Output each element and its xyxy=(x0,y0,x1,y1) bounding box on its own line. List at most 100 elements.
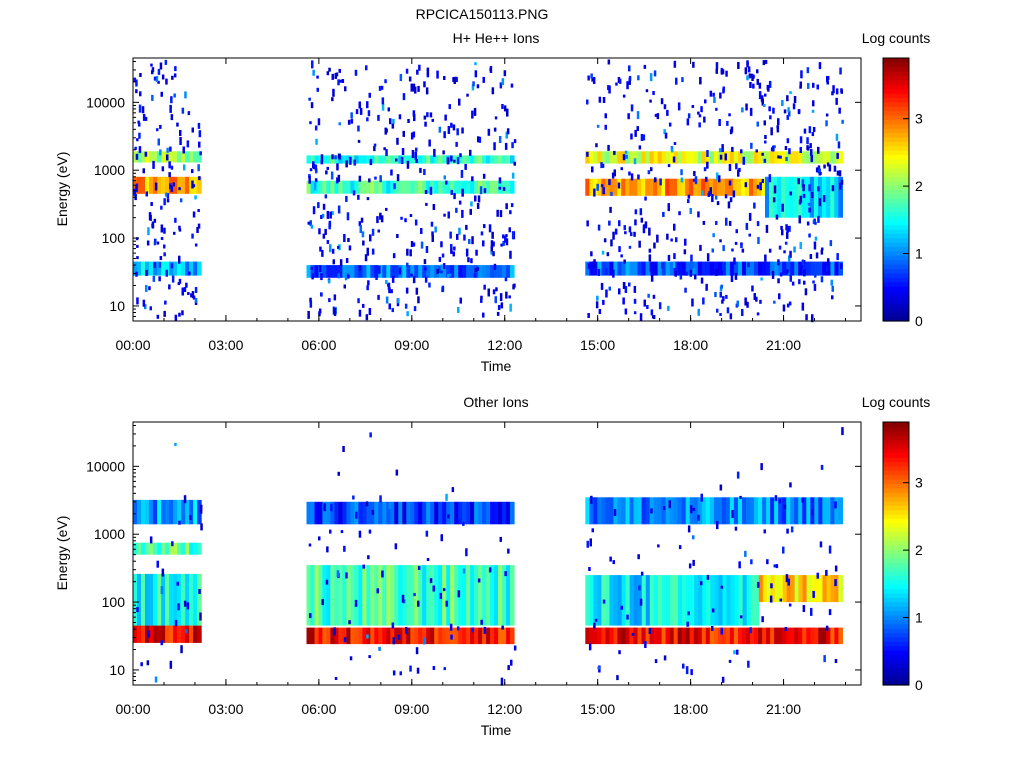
heatmap-cell xyxy=(806,575,812,603)
heatmap-cell xyxy=(422,627,427,645)
heatmap-cell xyxy=(595,143,598,148)
heatmap-cell xyxy=(685,261,691,276)
heatmap-cell xyxy=(382,627,387,645)
heatmap-cell xyxy=(194,243,198,247)
y-tick-label: 10 xyxy=(109,298,125,314)
heatmap-cell xyxy=(183,600,187,607)
heatmap-cell xyxy=(725,627,731,645)
heatmap-cell xyxy=(375,276,378,280)
heatmap-cell xyxy=(197,209,200,212)
heatmap-cell xyxy=(157,542,162,555)
heatmap-cell xyxy=(477,195,481,203)
heatmap-cell xyxy=(392,670,396,676)
heatmap-cell xyxy=(362,627,367,645)
colorbar-segment xyxy=(883,150,909,155)
heatmap-cell xyxy=(483,284,486,290)
colorbar-segment xyxy=(883,193,909,199)
heatmap-cell xyxy=(509,210,512,215)
heatmap-cell xyxy=(308,543,312,547)
heatmap-cell xyxy=(442,565,447,626)
heatmap-cell xyxy=(149,625,154,643)
heatmap-cell xyxy=(394,265,399,278)
colorbar-segment xyxy=(883,641,909,647)
heatmap-cell xyxy=(358,155,363,164)
heatmap-cell xyxy=(629,178,634,196)
heatmap-cell xyxy=(729,151,735,164)
heatmap-cell xyxy=(709,261,715,276)
heatmap-cell xyxy=(382,265,387,278)
heatmap-cell xyxy=(318,501,324,525)
heatmap-cell xyxy=(802,151,807,164)
heatmap-cell xyxy=(653,178,658,196)
heatmap-cell xyxy=(641,151,647,164)
heatmap-cell xyxy=(766,497,771,525)
heatmap-cell xyxy=(806,67,810,74)
heatmap-cell xyxy=(189,499,194,525)
heatmap-cell xyxy=(307,310,310,319)
heatmap-cell xyxy=(681,261,687,276)
heatmap-cell xyxy=(638,240,641,248)
heatmap-cell xyxy=(653,627,659,645)
heatmap-cell xyxy=(766,151,771,164)
heatmap-cell xyxy=(418,180,423,194)
heatmap-cell xyxy=(194,298,198,303)
heatmap-cell xyxy=(410,265,415,278)
heatmap-cell xyxy=(318,536,321,541)
heatmap-cell xyxy=(746,261,751,276)
heatmap-cell xyxy=(787,578,790,586)
colorbar-segment xyxy=(883,522,909,528)
colorbar-segment xyxy=(883,549,909,555)
heatmap-cell xyxy=(354,599,358,607)
heatmap-cell xyxy=(820,249,824,255)
heatmap-cell xyxy=(137,151,142,163)
heatmap-cell xyxy=(331,154,334,160)
heatmap-cell xyxy=(171,75,174,80)
heatmap-cell xyxy=(135,185,138,193)
heatmap-cell xyxy=(711,194,714,203)
heatmap-cell xyxy=(430,265,435,278)
heatmap-cell xyxy=(802,605,806,612)
heatmap-cell xyxy=(733,497,739,525)
heatmap-cell xyxy=(649,627,655,645)
heatmap-cell xyxy=(337,79,340,86)
heatmap-cell xyxy=(367,110,371,117)
heatmap-cell xyxy=(455,77,458,83)
heatmap-cell xyxy=(316,87,319,92)
heatmap-cell xyxy=(617,497,622,525)
heatmap-cell xyxy=(825,625,829,631)
heatmap-cell xyxy=(406,265,411,278)
heatmap-cell xyxy=(382,180,387,194)
heatmap-cell xyxy=(430,221,434,227)
heatmap-cell xyxy=(757,581,760,588)
heatmap-cell xyxy=(607,59,611,65)
heatmap-cell xyxy=(653,151,659,164)
heatmap-cell xyxy=(649,575,655,626)
heatmap-cell xyxy=(593,497,598,525)
heatmap-cell xyxy=(717,261,723,276)
heatmap-cell xyxy=(840,263,843,270)
heatmap-cell xyxy=(661,627,667,645)
heatmap-cell xyxy=(798,627,803,645)
heatmap-cell xyxy=(595,301,599,309)
heatmap-cell xyxy=(628,245,632,249)
heatmap-cell xyxy=(410,501,415,525)
heatmap-cell xyxy=(647,293,650,298)
heatmap-cell xyxy=(761,152,764,156)
heatmap-cell xyxy=(329,529,332,534)
heatmap-cell xyxy=(722,575,728,626)
heatmap-cell xyxy=(628,171,631,176)
heatmap-cell xyxy=(406,248,409,256)
heatmap-cell xyxy=(193,499,198,525)
colorbar-segment xyxy=(883,163,909,169)
heatmap-cell xyxy=(643,299,646,307)
heatmap-cell xyxy=(432,204,436,210)
colorbar-segment xyxy=(883,422,909,427)
heatmap-cell xyxy=(830,261,835,276)
heatmap-cell xyxy=(699,77,702,83)
heatmap-cell xyxy=(601,151,606,164)
heatmap-cell xyxy=(328,220,332,227)
heatmap-cell xyxy=(729,313,733,320)
heatmap-cell xyxy=(774,575,780,603)
heatmap-cell xyxy=(602,187,605,195)
heatmap-cell xyxy=(474,268,478,273)
